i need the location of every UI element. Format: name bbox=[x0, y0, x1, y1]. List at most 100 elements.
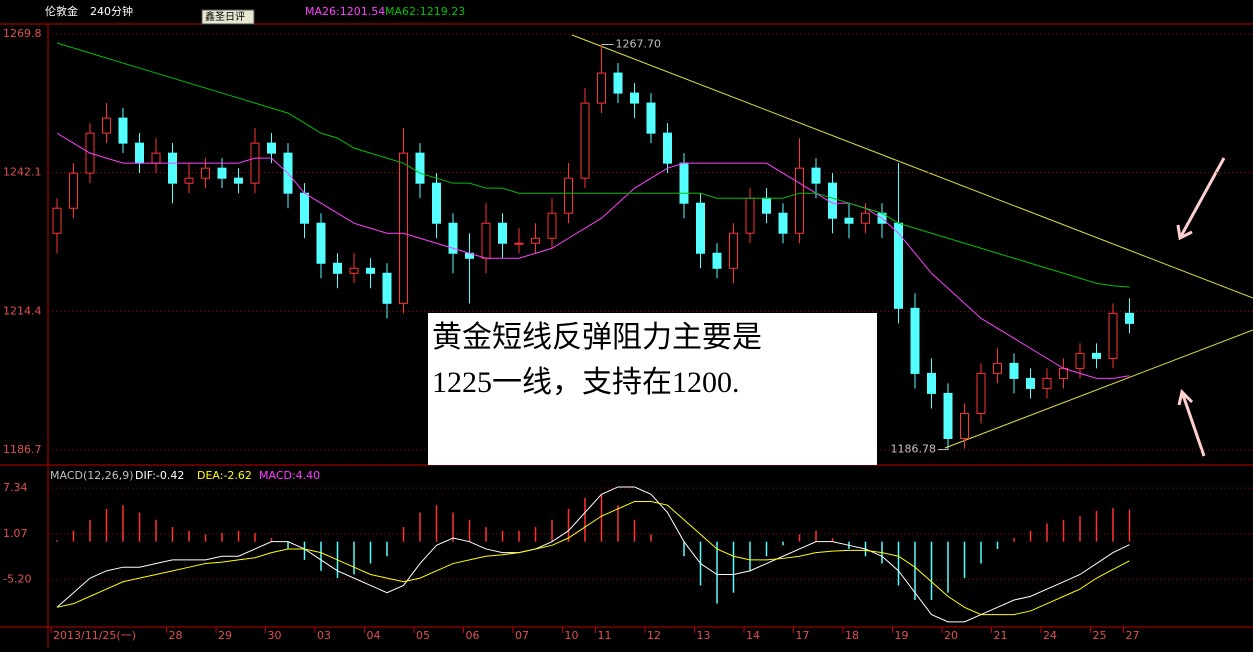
candle-body bbox=[250, 142, 260, 184]
x-tick-label: 27 bbox=[1126, 629, 1140, 642]
candle-body bbox=[795, 167, 804, 234]
candle-body bbox=[151, 152, 161, 164]
candle-body bbox=[861, 212, 870, 224]
candle-body bbox=[102, 117, 111, 134]
x-tick-label: 30 bbox=[268, 629, 282, 642]
candle-body bbox=[1075, 352, 1085, 369]
candle-body bbox=[498, 222, 507, 244]
candle-body bbox=[976, 372, 986, 414]
candle-body bbox=[184, 177, 194, 184]
candle-body bbox=[300, 192, 309, 224]
candle-body bbox=[960, 412, 969, 439]
candle-body bbox=[613, 72, 623, 94]
candle-body bbox=[118, 117, 128, 144]
x-tick-label: 28 bbox=[169, 629, 183, 642]
arrow-head bbox=[1177, 389, 1194, 406]
y-tick-label: 1269.8 bbox=[3, 27, 42, 40]
x-tick-label: 14 bbox=[746, 629, 760, 642]
ma-line bbox=[56, 132, 1130, 379]
candle-body bbox=[52, 207, 62, 234]
candle-body bbox=[547, 212, 557, 239]
legend-entry: MACD:4.40 bbox=[259, 469, 320, 482]
x-tick-label: 07 bbox=[515, 629, 529, 642]
arrow-up bbox=[1180, 391, 1206, 457]
x-tick-label: 19 bbox=[895, 629, 909, 642]
x-tick-label: 10 bbox=[565, 629, 579, 642]
candle-body bbox=[580, 102, 590, 179]
candle-body bbox=[663, 132, 672, 164]
arrow-head bbox=[1176, 224, 1193, 241]
candle-body bbox=[910, 307, 920, 374]
symbol: 伦敦金 bbox=[45, 4, 78, 18]
candle-body bbox=[514, 242, 524, 245]
candle-body bbox=[1026, 377, 1035, 389]
candle-body bbox=[762, 197, 771, 214]
annotation: 1186.78 bbox=[891, 443, 937, 456]
y-tick-label: -5.20 bbox=[3, 573, 31, 586]
candle-body bbox=[1092, 352, 1101, 359]
candle-body bbox=[201, 167, 210, 179]
candle-body bbox=[415, 152, 425, 184]
candle-body bbox=[481, 222, 491, 259]
plot: 1186.7 1214.4 1242.1 1269.8 MA26:1201.54 MA62… bbox=[3, 5, 1253, 642]
y-tick-label: 7.34 bbox=[3, 481, 28, 494]
candle-body bbox=[432, 182, 441, 224]
candle-body bbox=[778, 212, 788, 234]
panel-title: MACD(12,26,9) bbox=[50, 469, 134, 482]
legend-entry: DEA:-2.62 bbox=[197, 469, 252, 482]
candle-body bbox=[217, 167, 227, 179]
legend-entry: MA62:1219.23 bbox=[385, 5, 465, 18]
candle-body bbox=[316, 222, 326, 264]
y-tick-label: 1186.7 bbox=[3, 443, 42, 456]
candle-body bbox=[597, 72, 606, 104]
x-tick-label: 20 bbox=[944, 629, 958, 642]
candle-body bbox=[679, 162, 689, 204]
candle-body bbox=[993, 362, 1002, 374]
candle-body bbox=[448, 222, 458, 254]
x-tick-label: 03 bbox=[317, 629, 331, 642]
resistance-trendline bbox=[571, 34, 1253, 299]
x-tick-label: 2013/11/25(一) bbox=[53, 629, 136, 642]
x-tick-label: 11 bbox=[598, 629, 612, 642]
legend-entry: MA26:1201.54 bbox=[305, 5, 385, 18]
candle-body bbox=[69, 172, 78, 209]
x-tick-label: 29 bbox=[218, 629, 232, 642]
arrows bbox=[1176, 157, 1226, 457]
candle-body bbox=[646, 102, 656, 134]
macd-line bbox=[56, 501, 1130, 616]
x-tick-label: 13 bbox=[697, 629, 711, 642]
candle-body bbox=[811, 167, 821, 184]
candle-body bbox=[168, 152, 177, 184]
candle-body bbox=[349, 267, 359, 274]
x-tick-label: 18 bbox=[845, 629, 859, 642]
candle-body bbox=[1059, 367, 1068, 379]
comment-line: 1225一线，支持在1200. bbox=[432, 366, 740, 399]
y-tick-label: 1214.4 bbox=[3, 304, 42, 317]
macd-line bbox=[56, 486, 1130, 623]
candle-body bbox=[399, 152, 408, 304]
x-tick-label: 04 bbox=[367, 629, 381, 642]
candle-body bbox=[745, 197, 755, 234]
candle-body bbox=[1042, 377, 1052, 389]
candle-body bbox=[366, 267, 375, 274]
x-tick-label: 24 bbox=[1043, 629, 1057, 642]
ma-line bbox=[56, 42, 1130, 288]
y-tick-label: 1242.1 bbox=[3, 166, 42, 179]
candle-body bbox=[382, 272, 392, 304]
candle-body bbox=[943, 392, 953, 439]
candle-body bbox=[135, 142, 144, 164]
comment-line: 黄金短线反弹阻力主要是 bbox=[432, 321, 762, 354]
period: 240分钟 bbox=[90, 4, 133, 18]
candle-body bbox=[333, 262, 342, 274]
candle-body bbox=[531, 237, 540, 244]
y-tick-label: 1.07 bbox=[3, 527, 28, 540]
candle-body bbox=[234, 177, 243, 184]
x-tick-label: 21 bbox=[994, 629, 1008, 642]
candle-body bbox=[712, 252, 722, 269]
x-tick-label: 17 bbox=[796, 629, 810, 642]
legend-entry: DIF:-0.42 bbox=[135, 469, 184, 482]
arrow-down bbox=[1178, 157, 1226, 239]
tooltip-box bbox=[201, 9, 255, 25]
candle-body bbox=[267, 142, 276, 154]
